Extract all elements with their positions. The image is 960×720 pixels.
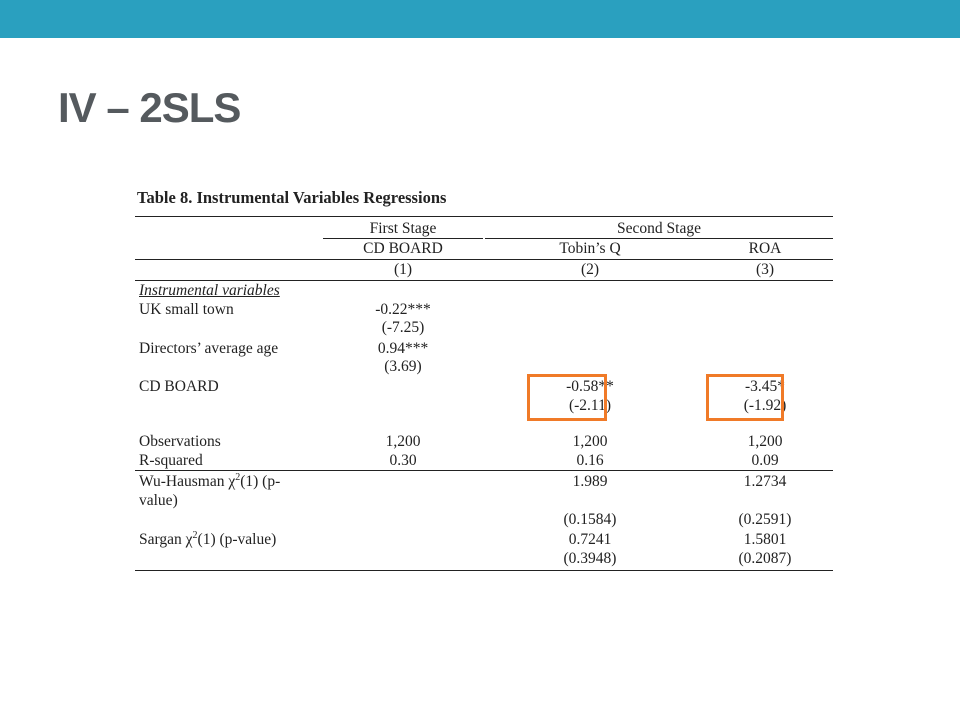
header-dep1: CD BOARD <box>363 240 443 257</box>
wu-c3: 1.2734 <box>743 473 787 490</box>
wu-hausman-sup: 2 <box>235 471 241 483</box>
r2-c2: 0.16 <box>576 452 604 469</box>
obs-c3: 1,200 <box>747 433 783 450</box>
row-label-directors-age: Directors’ average age <box>139 340 279 357</box>
sargan-c2-p: (0.3948) <box>563 550 617 567</box>
top-accent-bar <box>0 0 960 38</box>
row-label-cd-board: CD BOARD <box>139 378 219 395</box>
row-label-observations: Observations <box>139 433 221 450</box>
tstat-cd-board-tobinsq: (-2.11) <box>568 397 612 414</box>
sargan-c2: 0.7241 <box>568 531 612 548</box>
obs-c1: 1,200 <box>385 433 421 450</box>
slide-title: IV – 2SLS <box>58 84 241 131</box>
wu-hausman-label-a: Wu-Hausman χ <box>139 473 236 490</box>
section-label: Instrumental variables <box>139 282 280 299</box>
coef-cd-board-roa: -3.45* <box>744 378 786 395</box>
r2-c1: 0.30 <box>389 452 417 469</box>
row-label-sargan: Sargan χ2(1) (p-value) <box>139 529 277 549</box>
sargan-sup: 2 <box>192 529 198 541</box>
wu-c2-p: (0.1584) <box>563 511 617 528</box>
header-num2: (2) <box>580 261 600 278</box>
wu-c2: 1.989 <box>572 473 608 490</box>
row-label-wu-hausman: Wu-Hausman χ2(1) (p- <box>139 471 281 491</box>
highlight-box-tobinsq <box>527 374 607 421</box>
row-label-r-squared: R-squared <box>139 452 203 469</box>
tstat-cd-board-roa: (-1.92) <box>743 397 787 414</box>
top-rule <box>135 216 833 217</box>
wu-hausman-label-c: value) <box>139 492 178 509</box>
row-label-uk-small-town: UK small town <box>139 301 234 318</box>
bottom-rule <box>135 570 833 571</box>
obs-c2: 1,200 <box>572 433 608 450</box>
sargan-c3-p: (0.2087) <box>738 550 792 567</box>
highlight-box-roa <box>706 374 784 421</box>
coef-uk-small-town: -0.22*** <box>375 301 431 318</box>
header-dep2: Tobin’s Q <box>559 240 621 257</box>
header-dep3: ROA <box>748 240 782 257</box>
table-caption: Table 8. Instrumental Variables Regressi… <box>137 188 447 207</box>
wu-hausman-label-b: (1) (p- <box>240 473 281 490</box>
wu-c3-p: (0.2591) <box>738 511 792 528</box>
header-first-stage: First Stage <box>369 220 437 237</box>
header-num1: (1) <box>393 261 413 278</box>
sargan-label-b: (1) (p-value) <box>197 531 277 548</box>
r2-c3: 0.09 <box>751 452 779 469</box>
coef-cd-board-tobinsq: -0.58** <box>566 378 614 395</box>
tstat-directors-age: (3.69) <box>384 358 422 375</box>
header-second-stage: Second Stage <box>617 220 701 237</box>
tstat-uk-small-town: (-7.25) <box>381 319 425 336</box>
coef-directors-age: 0.94*** <box>377 340 429 357</box>
sargan-label-a: Sargan χ <box>139 531 193 548</box>
header-num3: (3) <box>755 261 775 278</box>
sargan-c3: 1.5801 <box>743 531 787 548</box>
